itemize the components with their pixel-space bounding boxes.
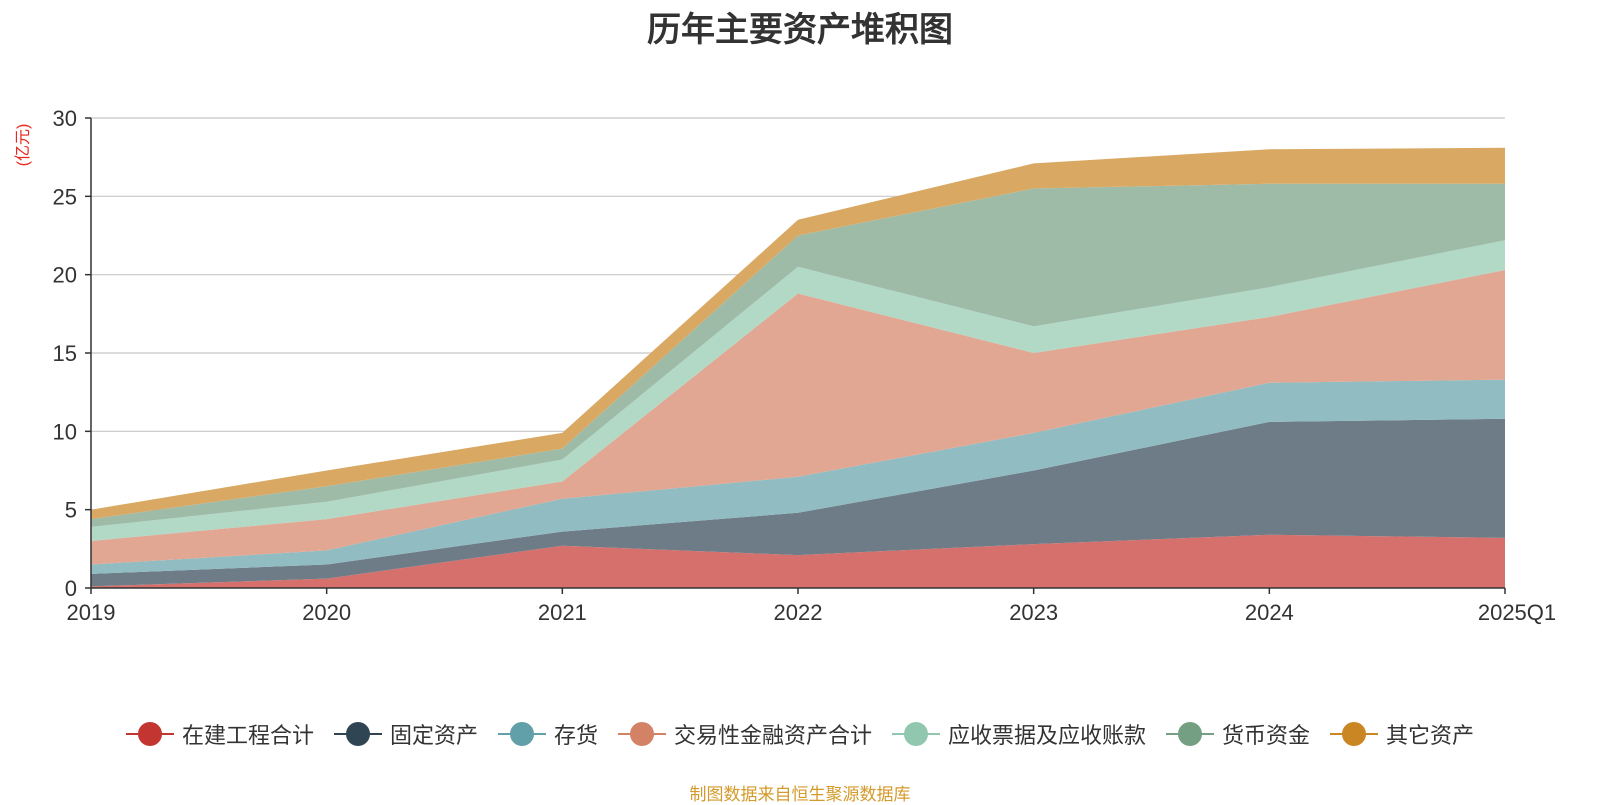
legend-label: 货币资金 [1222, 724, 1311, 749]
legend-item-6[interactable]: 其它资产 [1330, 718, 1474, 750]
y-tick-label: 10 [53, 419, 77, 444]
x-tick-label: 2025Q1 [1478, 600, 1556, 625]
legend-item-0[interactable]: 在建工程合计 [125, 718, 314, 750]
y-tick-label: 0 [65, 576, 77, 601]
legend: 在建工程合计 固定资产 存货 交易性金融资产合计 应收票据及应收账款 货币资金 其它资产 [0, 718, 1600, 750]
area-series-6 [91, 147, 1505, 520]
y-tick-label: 25 [53, 184, 77, 209]
legend-marker-icon [892, 722, 940, 746]
x-tick-label: 2024 [1245, 600, 1294, 625]
legend-item-5[interactable]: 货币资金 [1166, 718, 1310, 750]
legend-marker-icon [1330, 722, 1379, 746]
legend-label: 其它资产 [1386, 724, 1475, 749]
stacked-area-chart: 0 5 10 15 20 25 30 2019 2020 2021 2022 2023 2024 2025… [14, 106, 1557, 625]
legend-label: 在建工程合计 [181, 724, 314, 749]
x-tick-label: 2020 [302, 600, 351, 625]
legend-marker-icon [125, 722, 174, 746]
y-tick-label: 30 [53, 106, 77, 131]
area-series-1 [91, 418, 1505, 587]
x-tick-label: 2023 [1009, 600, 1058, 625]
area-series-5 [91, 183, 1505, 527]
chart-title: 历年主要资产堆积图 [647, 10, 953, 50]
legend-marker-icon [617, 722, 666, 746]
source-note: 制图数据来自恒生聚源数据库 [689, 785, 911, 805]
legend-marker-icon [497, 722, 546, 746]
area-series [91, 147, 1505, 588]
legend-label: 存货 [553, 724, 598, 749]
legend-label: 固定资产 [389, 724, 478, 749]
legend-item-3[interactable]: 交易性金融资产合计 [617, 718, 872, 750]
legend-item-2[interactable]: 存货 [497, 718, 598, 750]
legend-item-4[interactable]: 应收票据及应收账款 [892, 718, 1146, 750]
legend-item-1[interactable]: 固定资产 [333, 718, 478, 750]
legend-marker-icon [1166, 722, 1215, 746]
legend-label: 应收票据及应收账款 [948, 724, 1147, 749]
x-tick-label: 2021 [538, 600, 587, 625]
area-series-3 [91, 270, 1505, 565]
y-tick-label: 20 [53, 263, 77, 288]
axes: 0 5 10 15 20 25 30 2019 2020 2021 2022 2023 2024 2025… [53, 106, 1557, 625]
area-series-4 [91, 240, 1505, 541]
x-tick-label: 2022 [774, 600, 823, 625]
y-tick-label: 15 [53, 341, 77, 366]
y-axis-label: (亿元) [14, 124, 32, 167]
legend-marker-icon [333, 722, 382, 746]
y-tick-label: 5 [65, 498, 77, 523]
x-tick-label: 2019 [67, 600, 116, 625]
area-series-0 [91, 534, 1505, 588]
area-series-2 [91, 379, 1505, 574]
legend-label: 交易性金融资产合计 [673, 724, 872, 749]
